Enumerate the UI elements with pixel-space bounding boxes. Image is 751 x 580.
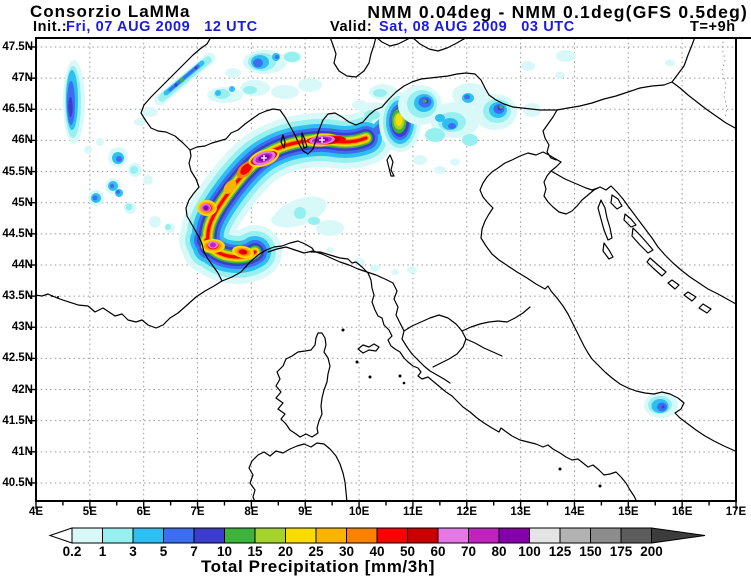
coastlines-borders <box>36 38 736 501</box>
lat-label-45N: 45N <box>11 196 33 209</box>
lon-label-9E: 9E <box>298 506 313 518</box>
regional-borders <box>267 246 531 384</box>
lat-label-43N: 43N <box>11 321 33 334</box>
lon-label-16E: 16E <box>671 506 693 518</box>
colorbar-cell-0.2 <box>71 527 103 544</box>
lon-label-17E: 17E <box>725 506 747 518</box>
colorbar-cell-5 <box>163 527 195 544</box>
lon-label-13E: 13E <box>510 506 531 518</box>
precip-france-cells <box>84 138 320 233</box>
colorbar-tick-7: 7 <box>190 544 198 559</box>
colorbar-cell-10 <box>224 527 256 544</box>
colorbar-tick-20: 20 <box>277 544 294 559</box>
colorbar-tick-5: 5 <box>159 544 168 559</box>
lead-time: T=+9h <box>690 19 736 35</box>
map-frame <box>35 37 751 502</box>
colorbar-cell-175 <box>620 527 652 544</box>
lon-label-15E: 15E <box>618 506 639 518</box>
lon-label-6E: 6E <box>136 506 151 518</box>
colorbar-tick-100: 100 <box>518 544 541 559</box>
mainland-coastline <box>36 151 736 501</box>
colorbar-tick-60: 60 <box>430 544 446 559</box>
valid-value: Sat, 08 AUG 2009 03 UTC <box>379 19 575 35</box>
precip-alpine-band <box>179 111 396 284</box>
lat-label-43.5N: 43.5N <box>2 290 33 303</box>
colorbar-overflow-arrow <box>651 527 706 544</box>
lon-label-10E: 10E <box>348 506 370 518</box>
colorbar-cell-125 <box>559 527 591 544</box>
latlon-gridlines <box>36 38 736 501</box>
colorbar-cell-100 <box>529 527 561 544</box>
colorbar-tick-80: 80 <box>491 544 507 559</box>
precip-rhone-strip <box>63 60 85 144</box>
lat-label-47N: 47N <box>11 72 33 85</box>
lakes <box>280 132 395 177</box>
colorbar-tick-25: 25 <box>308 544 324 559</box>
precipitation-field <box>63 50 678 418</box>
precip-northeast-tail <box>379 83 517 152</box>
lat-label-44N: 44N <box>11 258 33 271</box>
colorbar-cell-3 <box>132 527 164 544</box>
precip-adriatic-cell <box>644 392 678 418</box>
political-borders <box>140 38 736 282</box>
colorbar-cell-50 <box>407 527 439 544</box>
colorbar-tick-200: 200 <box>640 544 663 559</box>
colorbar-tick-1: 1 <box>98 544 107 559</box>
valid-label: Valid: <box>330 19 373 35</box>
lat-label-42N: 42N <box>11 383 33 396</box>
colorbar-underflow-arrow <box>48 527 73 544</box>
colorbar <box>48 527 706 544</box>
colorbar-tick-70: 70 <box>460 544 477 559</box>
colorbar-tick-125: 125 <box>548 544 572 559</box>
colorbar-cell-150 <box>590 527 622 544</box>
colorbar-cell-70 <box>468 527 500 544</box>
colorbar-tick-0.2: 0.2 <box>62 544 82 559</box>
colorbar-title: Total Precipitation [mm/3h] <box>200 557 436 576</box>
init-value: Fri, 07 AUG 2009 12 UTC <box>66 19 258 35</box>
colorbar-tick-175: 175 <box>609 544 633 559</box>
colorbar-cell-7 <box>193 527 225 544</box>
colorbar-cell-20 <box>285 527 317 544</box>
colorbar-cell-1 <box>102 527 134 544</box>
lat-label-40.5N: 40.5N <box>2 476 33 489</box>
lon-label-14E: 14E <box>564 506 585 518</box>
lon-label-7E: 7E <box>190 506 205 518</box>
colorbar-tick-10: 10 <box>216 544 233 559</box>
small-islands <box>51 295 602 488</box>
colorbar-tick-50: 50 <box>399 544 416 559</box>
lon-label-4E: 4E <box>28 506 44 518</box>
colorbar-tick-40: 40 <box>369 544 385 559</box>
colorbar-cell-80 <box>498 527 530 544</box>
lon-label-5E: 5E <box>82 506 97 518</box>
lat-label-44.5N: 44.5N <box>2 227 33 240</box>
precip-swiss-streaks <box>154 52 387 120</box>
corsica-coastline <box>275 332 331 438</box>
colorbar-tick-30: 30 <box>338 544 355 559</box>
colorbar-cell-15 <box>254 527 286 544</box>
lat-label-46N: 46N <box>11 134 33 147</box>
lat-label-47.5N: 47.5N <box>2 41 33 53</box>
lat-label-46.5N: 46.5N <box>2 103 33 116</box>
organization-title: Consorzio LaMMa <box>30 2 191 21</box>
lat-label-41.5N: 41.5N <box>2 414 33 427</box>
lat-label-42.5N: 42.5N <box>2 352 33 365</box>
colorbar-tick-3: 3 <box>129 544 137 559</box>
sardinia-coastline <box>248 442 348 501</box>
colorbar-cell-25 <box>315 527 347 544</box>
model-title: NMM 0.04deg - NMM 0.1deg(GFS 0.5deg) <box>367 2 748 22</box>
colorbar-tick-150: 150 <box>579 544 602 559</box>
istria-croatia-coastline <box>543 161 736 314</box>
init-label: Init.: <box>33 19 68 35</box>
colorbar-cell-60 <box>437 527 469 544</box>
colorbar-cell-30 <box>346 527 378 544</box>
colorbar-tick-15: 15 <box>247 544 263 559</box>
lon-label-8E: 8E <box>244 506 259 518</box>
lat-label-41N: 41N <box>11 445 33 458</box>
lon-label-11E: 11E <box>403 506 423 518</box>
lon-label-12E: 12E <box>456 506 477 518</box>
lat-label-45.5N: 45.5N <box>2 165 33 178</box>
colorbar-cell-40 <box>376 527 408 544</box>
